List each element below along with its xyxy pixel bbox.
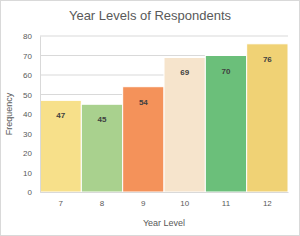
data-label: 69 <box>180 68 189 77</box>
chart-border <box>1 1 300 236</box>
x-tick-label: 7 <box>58 199 63 208</box>
data-label: 47 <box>56 111 65 120</box>
y-tick-label: 70 <box>23 52 32 61</box>
bar <box>247 44 288 192</box>
x-tick: 7 <box>58 192 63 208</box>
y-tick: 0 <box>28 188 40 197</box>
x-tick: 9 <box>141 192 146 208</box>
bars <box>40 44 288 192</box>
x-tick-label: 9 <box>141 199 146 208</box>
x-tick: 12 <box>263 192 272 208</box>
title: Year Levels of Respondents <box>69 8 232 23</box>
bar <box>81 104 122 192</box>
y-tick: 20 <box>23 149 40 158</box>
plot: 0 10 20 30 40 50 60 70 80 7 8 9 10 11 12 47 45 54 69 70 76 <box>23 32 288 208</box>
y-tick: 30 <box>23 130 40 139</box>
x-tick: 11 <box>222 192 231 208</box>
bar <box>40 100 81 192</box>
y-tick-label: 20 <box>23 149 32 158</box>
y-tick-label: 0 <box>28 188 33 197</box>
y-tick: 80 <box>23 32 40 41</box>
x-tick-label: 12 <box>263 199 272 208</box>
y-tick: 50 <box>23 91 40 100</box>
x-tick: 8 <box>100 192 105 208</box>
x-tick: 10 <box>180 192 189 208</box>
x-axis: 7 8 9 10 11 12 <box>41 192 289 208</box>
y-tick: 60 <box>23 71 40 80</box>
data-label: 54 <box>139 98 148 107</box>
grid <box>40 36 288 192</box>
bar <box>164 57 205 192</box>
y-axis-line <box>40 37 41 193</box>
data-label: 76 <box>263 55 272 64</box>
y-tick-label: 50 <box>23 91 32 100</box>
x-tick-label: 11 <box>222 199 231 208</box>
chart: 0 10 20 30 40 50 60 70 80 7 8 9 10 11 12 47 45 54 69 70 76 Ye… <box>0 0 300 236</box>
y-tick-label: 40 <box>23 110 32 119</box>
y-tick: 10 <box>23 169 40 178</box>
y-tick-label: 80 <box>23 32 32 41</box>
y-axis: 0 10 20 30 40 50 60 70 80 <box>23 32 40 197</box>
x-tick-label: 10 <box>180 199 189 208</box>
bar <box>123 87 164 192</box>
y-tick-label: 60 <box>23 71 32 80</box>
x-tick-label: 8 <box>100 199 105 208</box>
data-labels: 47 45 54 69 70 76 <box>56 55 272 124</box>
y-axis-title: Frequency <box>4 92 14 135</box>
bar <box>205 56 246 193</box>
data-label: 70 <box>222 67 231 76</box>
y-tick-label: 10 <box>23 169 32 178</box>
y-tick-label: 30 <box>23 130 32 139</box>
x-axis-line <box>41 192 289 193</box>
data-label: 45 <box>98 115 107 124</box>
grid-line <box>40 36 288 37</box>
y-tick: 70 <box>23 52 40 61</box>
y-tick: 40 <box>23 110 40 119</box>
x-axis-title: Year Level <box>143 218 185 228</box>
